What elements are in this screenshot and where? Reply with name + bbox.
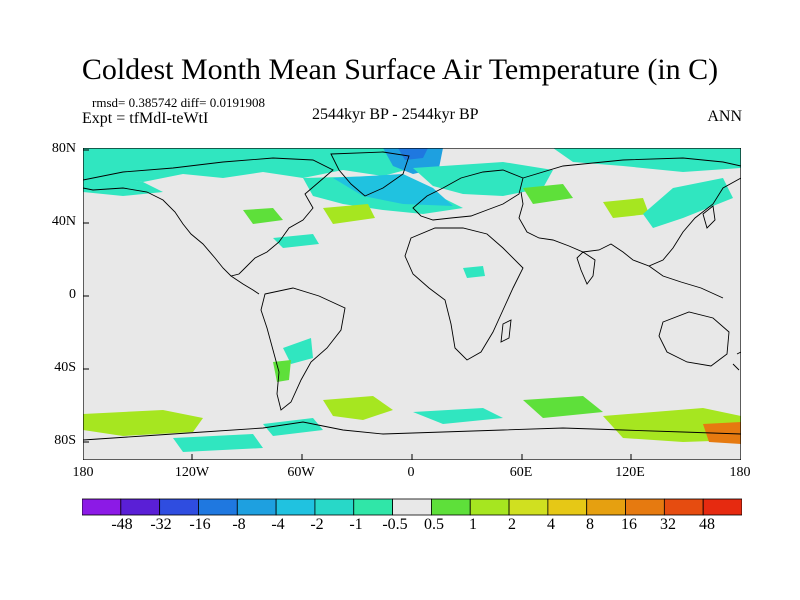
lon-label-180w: 180 <box>72 465 94 480</box>
colorbar-swatch <box>586 498 626 516</box>
lon-label-120e: 120E <box>615 465 645 480</box>
colorbar-label: 48 <box>699 516 715 533</box>
colorbar-label: -0.5 <box>382 516 408 533</box>
colorbar-swatch <box>198 498 238 516</box>
colorbar-swatch <box>431 498 471 516</box>
rmsd-diff-text: rmsd= 0.385742 diff= 0.0191908 <box>92 95 265 110</box>
colorbar-swatch <box>663 498 704 516</box>
colorbar-swatch <box>353 498 393 516</box>
season-label: ANN <box>707 108 742 125</box>
colorbar-swatch <box>314 498 355 516</box>
colorbar-label: 32 <box>660 516 676 533</box>
colorbar-label: 16 <box>621 516 637 533</box>
colorbar-swatch <box>236 498 277 516</box>
patch-southern-ocean-green-2 <box>323 396 393 420</box>
patch-asia-green <box>603 198 649 218</box>
coastline-south-america <box>260 287 346 411</box>
coastline-australia <box>658 311 730 367</box>
patch-sahara-teal <box>463 266 485 278</box>
colorbar-swatch <box>120 498 161 516</box>
coastline-india <box>576 251 596 285</box>
coastline-north-america <box>83 157 334 277</box>
coastline-greenland <box>330 151 410 197</box>
coastline-africa <box>404 227 524 361</box>
patch-southern-ocean-green-3 <box>523 396 603 418</box>
colorbar-label: -4 <box>271 516 285 533</box>
period-label: 2544kyr BP - 2544kyr BP <box>312 106 479 123</box>
colorbar-swatch <box>159 498 199 516</box>
patch-antarctic-teal <box>173 434 263 452</box>
colorbar-label: -32 <box>150 516 172 533</box>
colorbar-label: 2 <box>508 516 516 533</box>
colorbar-label: -48 <box>111 516 133 533</box>
world-map <box>83 148 741 460</box>
lon-label-60e: 60E <box>509 465 533 480</box>
colorbar <box>82 498 742 516</box>
lat-label-40s: 40S <box>54 360 76 375</box>
patch-north-pacific-teal <box>83 174 163 196</box>
patch-east-asia-teal <box>643 178 733 228</box>
colorbar-swatch <box>82 498 122 516</box>
patch-south-america-teal <box>283 338 313 364</box>
lat-label-80n: 80N <box>51 141 76 156</box>
coastlines <box>83 151 741 441</box>
patch-southern-ocean-green-1 <box>83 410 203 436</box>
coastline-asia <box>518 157 741 267</box>
colorbar-label: 0.5 <box>424 516 444 533</box>
colorbar-label: -16 <box>189 516 211 533</box>
lat-label-40n: 40N <box>51 214 76 229</box>
colorbar-label: -8 <box>232 516 246 533</box>
plot-title: Coldest Month Mean Surface Air Temperatu… <box>81 53 719 86</box>
colorbar-swatch <box>469 498 510 516</box>
lat-label-80s: 80S <box>54 433 76 448</box>
lon-label-60w: 60W <box>287 465 315 480</box>
patch-siberia-teal <box>553 148 741 172</box>
lon-label-180e: 180 <box>729 465 751 480</box>
coastline-madagascar <box>500 319 512 343</box>
patch-arctic-deepblue <box>398 148 428 160</box>
coastline-japan <box>702 205 716 229</box>
lon-label-0: 0 <box>407 465 415 480</box>
patch-europe-green <box>523 184 573 204</box>
colorbar-swatch <box>702 498 742 516</box>
anomaly-patches <box>83 148 741 452</box>
colorbar-swatch <box>392 498 432 516</box>
coastline-southeast-asia <box>648 265 724 299</box>
patch-atlantic-green <box>323 204 375 224</box>
patch-arctic-cyan <box>333 174 453 206</box>
colorbar-swatch <box>275 498 316 516</box>
colorbar-swatches <box>82 498 742 516</box>
coastline-new-zealand <box>732 351 741 371</box>
coastline-central-america <box>230 275 260 295</box>
colorbar-label: 8 <box>586 516 594 533</box>
colorbar-swatch <box>508 498 549 516</box>
lon-label-120w: 120W <box>174 465 210 480</box>
map-ticks <box>83 149 632 460</box>
experiment-label: Expt = tfMdI-teWtI <box>82 110 209 127</box>
coastline-europe <box>412 169 524 221</box>
colorbar-label: 1 <box>469 516 477 533</box>
patch-alaska-green <box>243 208 283 224</box>
lat-label-0: 0 <box>69 287 76 302</box>
patch-hudson-teal <box>273 234 319 248</box>
patch-southern-ocean-teal-1 <box>263 418 323 436</box>
colorbar-swatch <box>547 498 588 516</box>
patch-arctic-teal-1 <box>83 148 413 182</box>
colorbar-label: -1 <box>349 516 363 533</box>
coastline-antarctica <box>83 421 741 441</box>
patch-scandinavia-teal <box>413 162 553 196</box>
colorbar-swatch <box>625 498 665 516</box>
colorbar-label: 4 <box>547 516 555 533</box>
colorbar-label: -2 <box>310 516 324 533</box>
patch-southern-ocean-teal-2 <box>413 408 503 424</box>
